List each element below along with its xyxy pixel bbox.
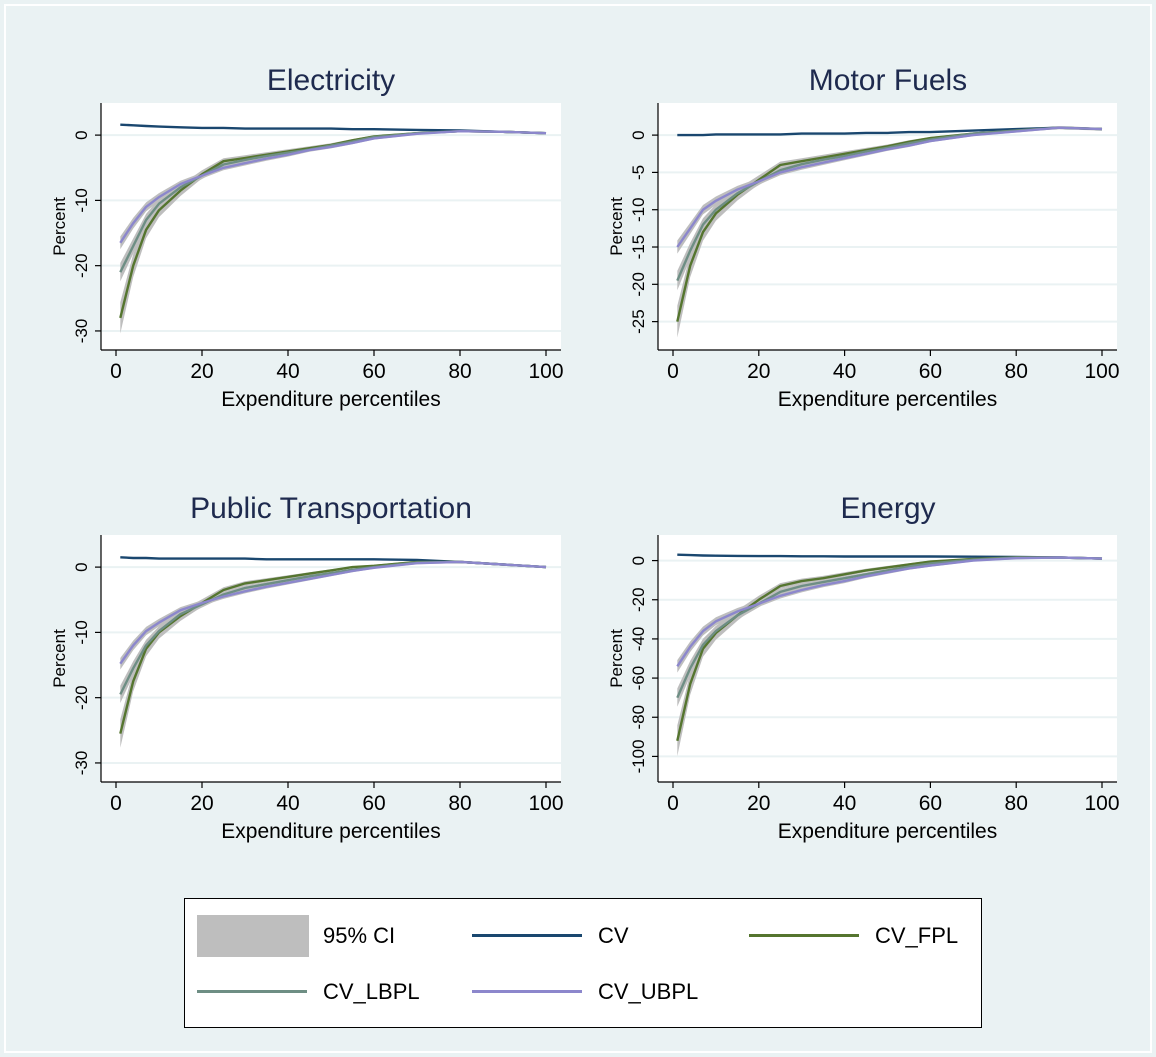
x-tick-label: 100 xyxy=(528,360,563,383)
y-tick-label: -40 xyxy=(629,627,648,652)
x-tick-label: 40 xyxy=(833,792,856,815)
y-tick-label: 0 xyxy=(629,556,648,565)
y-tick-label: -25 xyxy=(629,309,648,334)
x-tick-label: 80 xyxy=(448,792,471,815)
x-tick-label: 100 xyxy=(1084,360,1119,383)
panel-motor-fuels: Motor Fuels 0 -5 -10 -15 -20 -25 0 20 40 60 80 100 Ex… xyxy=(607,64,1120,411)
plot-area xyxy=(101,103,561,350)
x-tick-label: 20 xyxy=(747,792,770,815)
x-tick-label: 60 xyxy=(919,360,942,383)
x-tick-label: 0 xyxy=(667,792,679,815)
x-tick-label: 20 xyxy=(190,360,213,383)
y-tick-label: -100 xyxy=(629,739,648,773)
legend-label-cv-ubpl: CV_UBPL xyxy=(598,979,699,1004)
x-tick-label: 60 xyxy=(919,792,942,815)
x-axis-label: Expenditure percentiles xyxy=(221,820,440,843)
legend-label-ci: 95% CI xyxy=(323,923,396,948)
y-tick-label: -10 xyxy=(72,620,91,645)
x-tick-label: 20 xyxy=(747,360,770,383)
x-tick-label: 100 xyxy=(528,792,563,815)
ci-band-cv-lbpl xyxy=(677,126,1102,291)
panel-title: Public Transportation xyxy=(190,492,472,525)
y-tick-label: -30 xyxy=(72,319,91,344)
y-axis-label: Percent xyxy=(50,197,69,256)
series-line-cv-ubpl xyxy=(119,560,547,665)
plot-area xyxy=(658,103,1117,350)
legend-swatch-ci xyxy=(197,915,309,957)
y-axis-label: Percent xyxy=(607,629,626,688)
x-tick-label: 0 xyxy=(110,792,122,815)
y-tick-label: -15 xyxy=(629,235,648,260)
panel-title: Electricity xyxy=(267,64,395,97)
series-line-cv-ubpl xyxy=(676,126,1103,248)
y-tick-label: 0 xyxy=(629,130,648,139)
y-tick-label: -5 xyxy=(629,165,648,180)
series-line-cv xyxy=(120,556,547,569)
x-tick-label: 40 xyxy=(276,360,299,383)
legend-label-cv-lbpl: CV_LBPL xyxy=(323,979,420,1004)
legend-swatch-cv xyxy=(472,934,582,937)
x-tick-label: 60 xyxy=(362,792,385,815)
y-tick-label: -80 xyxy=(629,705,648,730)
panel-public-transportation: Public Transportation 0 -10 -20 -30 0 20 40 60 80… xyxy=(50,492,564,843)
x-tick-label: 0 xyxy=(110,360,122,383)
x-axis-label: Expenditure percentiles xyxy=(221,388,440,411)
plot-area xyxy=(658,535,1117,782)
x-axis-label: Expenditure percentiles xyxy=(778,388,997,411)
x-tick-label: 80 xyxy=(448,360,471,383)
x-tick-label: 80 xyxy=(1005,792,1028,815)
series-line-cv xyxy=(120,123,547,135)
legend-label-cv-fpl: CV_FPL xyxy=(875,923,959,948)
x-tick-label: 80 xyxy=(1005,360,1028,383)
x-tick-label: 60 xyxy=(362,360,385,383)
y-tick-label: -60 xyxy=(629,666,648,691)
series-line-cv xyxy=(677,553,1103,560)
x-axis-label: Expenditure percentiles xyxy=(778,820,997,843)
y-axis-label: Percent xyxy=(607,197,626,256)
y-tick-label: -20 xyxy=(72,253,91,278)
legend-label-cv: CV xyxy=(598,923,629,948)
y-tick-label: -20 xyxy=(72,685,91,710)
y-tick-label: 0 xyxy=(72,562,91,571)
panel-title: Motor Fuels xyxy=(809,64,967,97)
panel-title: Energy xyxy=(840,492,935,525)
legend-swatch-cv-fpl xyxy=(749,934,859,937)
x-tick-label: 20 xyxy=(190,792,213,815)
x-tick-label: 40 xyxy=(833,360,856,383)
y-tick-label: 0 xyxy=(72,130,91,139)
series-line-cv xyxy=(677,126,1103,137)
series-line-cv-ubpl xyxy=(119,129,547,244)
legend-swatch-cv-ubpl xyxy=(472,990,582,993)
y-tick-label: -20 xyxy=(629,587,648,612)
panel-energy: Energy 0 -20 -40 -60 -80 -100 0 20 40 60 80 100 Expen… xyxy=(607,492,1120,843)
x-tick-label: 0 xyxy=(667,360,679,383)
y-tick-label: -10 xyxy=(72,188,91,213)
y-axis-label: Percent xyxy=(50,629,69,688)
series-line-cv-ubpl xyxy=(676,556,1103,667)
x-tick-label: 100 xyxy=(1084,792,1119,815)
series-line-cv-lbpl xyxy=(676,126,1103,282)
x-tick-label: 40 xyxy=(276,792,299,815)
legend: 95% CI CV CV_FPL CV_LBPL CV_UBPL xyxy=(184,898,982,1028)
legend-swatch-cv-lbpl xyxy=(197,990,307,993)
panel-electricity: Electricity 0 -10 -20 -30 0 20 40 60 80 100 Expendi… xyxy=(50,64,564,411)
y-tick-label: -10 xyxy=(629,197,648,222)
y-tick-label: -20 xyxy=(629,272,648,297)
y-tick-label: -30 xyxy=(72,751,91,776)
